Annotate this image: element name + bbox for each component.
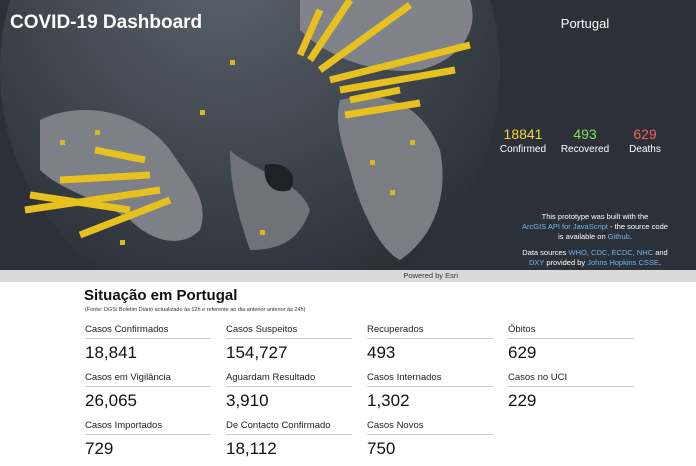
bar: [29, 191, 131, 214]
stat-value: 729: [85, 439, 114, 458]
stat-label: Aguardam Resultado: [226, 372, 352, 387]
stat-card: Casos Novos 750: [367, 420, 493, 466]
stat-label: De Contacto Confirmado: [226, 420, 352, 435]
stat-label: Casos Novos: [367, 420, 493, 435]
link[interactable]: ArcGIS API for JavaScript: [522, 222, 608, 231]
summary-item: 493 Recovered: [555, 126, 615, 155]
stat-value: 750: [367, 439, 396, 458]
text: is available on: [558, 232, 606, 241]
stat-value: 1,302: [367, 391, 410, 410]
credit-line: DXY provided by Johns Hopkins CSSE.: [500, 258, 690, 268]
stat-value: 493: [367, 343, 396, 362]
stat-value: 26,065: [85, 391, 137, 410]
case-dots: [60, 60, 415, 245]
continent: [338, 96, 443, 260]
stat-value: 18,841: [85, 343, 137, 362]
lake: [264, 164, 294, 192]
stat-card: Óbitos 629: [508, 324, 634, 370]
source-note: (Fonte: DGS/ Boletim Diário actualizado …: [85, 307, 306, 313]
dot: [410, 140, 415, 145]
stat-card: Casos em Vigilância 26,065: [85, 372, 211, 418]
dot: [230, 60, 235, 65]
bar: [344, 99, 421, 119]
stat-card: De Contacto Confirmado 18,112: [226, 420, 352, 466]
bar: [307, 0, 353, 62]
text: - the source code: [610, 222, 668, 231]
summary-label: Recovered: [560, 144, 610, 155]
map-view[interactable]: COVID-19 Dashboard Portugal 18841 Confirm…: [0, 0, 696, 282]
stat-label: Recuperados: [367, 324, 493, 339]
stat-card: Casos Internados 1,302: [367, 372, 493, 418]
summary-label: Confirmed: [499, 144, 547, 155]
link[interactable]: Github: [607, 232, 630, 241]
credit-line: This prototype was built with the: [500, 212, 690, 222]
stat-card: Recuperados 493: [367, 324, 493, 370]
bar: [94, 146, 146, 164]
stat-value: 3,910: [226, 391, 269, 410]
dot: [200, 110, 205, 115]
bar: [329, 41, 471, 84]
stat-value: 18,112: [226, 439, 277, 458]
stat-value: 229: [508, 391, 537, 410]
stat-card: Casos no UCI 229: [508, 372, 634, 418]
dot: [260, 230, 265, 235]
stat-card: Casos Confirmados 18,841: [85, 324, 211, 370]
app-title: COVID-19 Dashboard: [10, 12, 203, 33]
summary-item: 18841 Confirmed: [493, 126, 553, 155]
stat-label: Casos Internados: [367, 372, 493, 387]
text: provided by: [546, 258, 586, 267]
stat-card: Aguardam Resultado 3,910: [226, 372, 352, 418]
summary-value: 629: [633, 126, 657, 142]
credits: This prototype was built with the ArcGIS…: [500, 212, 690, 268]
summary-value: 18841: [503, 126, 543, 142]
credit-line: is available on Github.: [500, 232, 690, 242]
continent: [230, 150, 310, 250]
selected-country: Portugal: [560, 16, 610, 31]
stat-card: Casos Suspeitos 154,727: [226, 324, 352, 370]
section-title: Situação em Portugal: [84, 287, 238, 304]
text: .: [658, 258, 662, 267]
credit-line: ArcGIS API for JavaScript - the source c…: [500, 222, 690, 232]
link[interactable]: WHO, CDC, ECDC, NHC: [568, 248, 654, 257]
text: and: [655, 248, 668, 257]
credit-line: Data sources WHO, CDC, ECDC, NHC and: [500, 248, 690, 258]
dot: [95, 130, 100, 135]
summary-item: 629 Deaths: [615, 126, 675, 155]
stat-label: Casos no UCI: [508, 372, 634, 387]
bar: [78, 196, 172, 239]
stat-value: 629: [508, 343, 537, 362]
text: Data sources: [522, 248, 567, 257]
stat-label: Casos Importados: [85, 420, 211, 435]
bar: [349, 86, 401, 104]
powered-by[interactable]: Powered by Esri: [403, 271, 458, 280]
stat-value: 154,727: [226, 343, 288, 362]
stats-grid: Casos Confirmados 18,841 Casos Suspeitos 15…: [85, 324, 649, 466]
attribution-bar: Powered by Esri: [0, 270, 696, 282]
case-bars: [24, 0, 471, 239]
bar: [317, 2, 413, 73]
bar: [24, 186, 161, 214]
dot: [60, 140, 65, 145]
summary-value: 493: [573, 126, 597, 142]
bar: [59, 171, 151, 184]
link[interactable]: Johns Hopkins CSSE: [587, 258, 659, 267]
dot: [370, 160, 375, 165]
stat-label: Casos Suspeitos: [226, 324, 352, 339]
dot: [390, 190, 395, 195]
bar: [339, 66, 456, 94]
bar: [296, 8, 324, 57]
summary-label: Deaths: [629, 144, 661, 155]
stat-card: Casos Importados 729: [85, 420, 211, 466]
text: This prototype was built with the: [541, 212, 649, 221]
link[interactable]: DXY: [528, 258, 545, 267]
globe-scene: [0, 0, 500, 282]
text: .: [629, 232, 632, 241]
stat-label: Óbitos: [508, 324, 634, 339]
stat-label: Casos em Vigilância: [85, 372, 211, 387]
dot: [120, 240, 125, 245]
stat-label: Casos Confirmados: [85, 324, 211, 339]
